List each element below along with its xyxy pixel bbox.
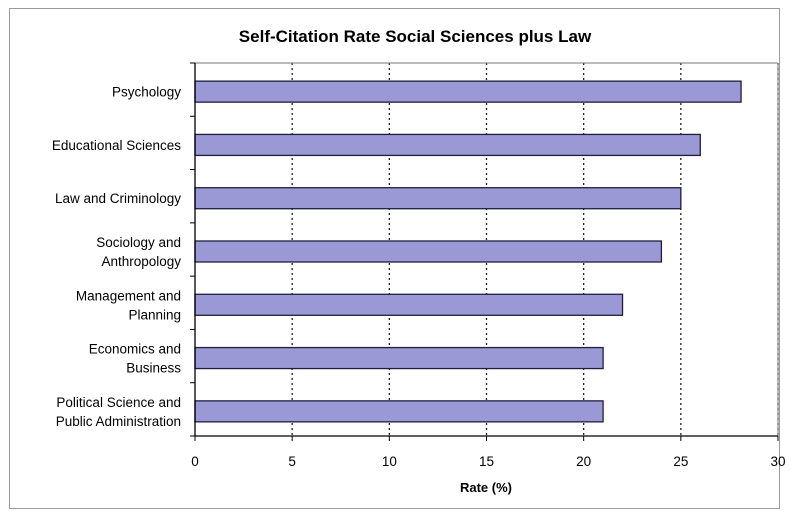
- x-tick-label-6: 30: [770, 454, 785, 469]
- category-label-0-line-0: Psychology: [112, 85, 181, 100]
- category-label-6-line-1: Public Administration: [56, 414, 181, 429]
- category-label-5-line-1: Business: [126, 361, 181, 376]
- bars: [194, 80, 742, 423]
- bar-3: [194, 240, 663, 263]
- bar-5: [194, 346, 604, 370]
- axes: [190, 62, 779, 441]
- category-label-3-line-1: Anthropology: [101, 254, 181, 269]
- x-tick-label-3: 15: [479, 454, 494, 469]
- x-tick-label-4: 20: [576, 454, 591, 469]
- chart-title: Self-Citation Rate Social Sciences plus …: [239, 27, 592, 46]
- category-label-3-line-0: Sociology and: [96, 235, 181, 250]
- bar-0: [194, 80, 742, 103]
- x-axis-label: Rate (%): [460, 480, 512, 495]
- category-label-4-line-0: Management and: [76, 288, 181, 303]
- category-label-5-line-0: Economics and: [89, 342, 181, 357]
- x-tick-labels: 0 5 10 15 20 25 30: [191, 454, 785, 469]
- category-labels: Psychology Educational Sciences Law and Cr…: [52, 85, 181, 429]
- x-tick-label-0: 0: [191, 454, 199, 469]
- bar-2: [194, 187, 682, 210]
- bar-4: [194, 293, 624, 316]
- x-tick-label-2: 10: [382, 454, 397, 469]
- x-tick-label-5: 25: [673, 454, 688, 469]
- category-label-6-line-0: Political Science and: [56, 395, 181, 410]
- category-label-4-line-1: Planning: [128, 307, 181, 322]
- category-label-1-line-0: Educational Sciences: [52, 138, 181, 153]
- x-tick-label-1: 5: [288, 454, 296, 469]
- category-label-2-line-0: Law and Criminology: [55, 191, 181, 206]
- bar-6: [194, 400, 604, 423]
- bar-1: [194, 133, 701, 157]
